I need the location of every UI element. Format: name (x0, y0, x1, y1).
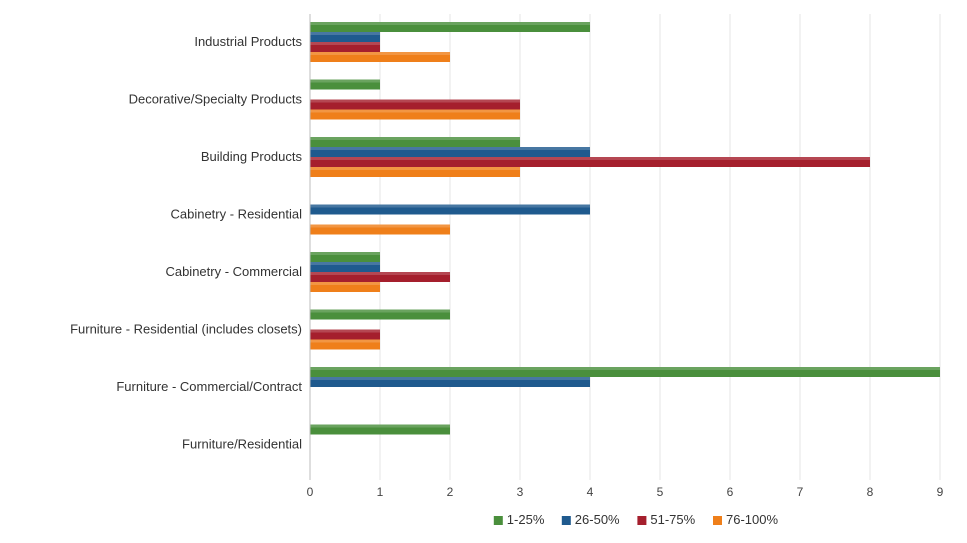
category-label: Furniture/Residential (182, 437, 302, 452)
bar (310, 22, 590, 32)
bar-highlight (310, 109, 520, 113)
category-label: Furniture - Residential (includes closet… (70, 322, 302, 337)
bar (310, 137, 520, 147)
bars (310, 22, 940, 435)
bar-highlight (310, 252, 380, 255)
bar-highlight (310, 79, 380, 83)
bar (310, 252, 380, 262)
bar (310, 42, 380, 52)
bar-highlight (310, 424, 450, 428)
bar (310, 377, 590, 387)
bar (310, 329, 380, 340)
bar (310, 32, 380, 42)
bar (310, 282, 380, 292)
bar-highlight (310, 167, 520, 170)
gridlines (379, 14, 941, 480)
bar-highlight (310, 147, 590, 150)
category-label: Industrial Products (194, 34, 302, 49)
legend-swatch (713, 516, 722, 525)
legend-swatch (637, 516, 647, 525)
x-tick-label: 2 (447, 485, 454, 499)
category-label: Building Products (201, 149, 303, 164)
x-tick-labels: 0 1 2 3 4 5 6 7 8 9 (307, 485, 944, 499)
bar (310, 167, 520, 177)
x-tick-label: 8 (867, 485, 874, 499)
bar-highlight (310, 137, 520, 140)
bar (310, 272, 450, 282)
bar (310, 224, 450, 235)
legend-label: 1-25% (507, 512, 545, 527)
legend-swatch (561, 516, 571, 525)
legend-label: 51-75% (650, 512, 695, 527)
bar (310, 147, 590, 157)
legend-label: 26-50% (575, 512, 620, 527)
legend: 1-25% 26-50% 51-75% 76-100% (493, 512, 778, 527)
bar-highlight (310, 224, 450, 228)
x-tick-label: 0 (307, 485, 314, 499)
x-tick-label: 4 (587, 485, 594, 499)
bar-highlight (310, 272, 450, 275)
legend-swatch (493, 516, 503, 525)
bar (310, 157, 870, 167)
category-label: Furniture - Commercial/Contract (116, 379, 302, 394)
bar-highlight (310, 377, 590, 380)
x-tick-label: 6 (727, 485, 734, 499)
bar-highlight (310, 157, 870, 160)
bar-highlight (310, 99, 520, 103)
bar (310, 99, 520, 110)
x-tick-label: 7 (797, 485, 804, 499)
category-label: Cabinetry - Residential (170, 207, 302, 222)
category-label: Cabinetry - Commercial (165, 264, 302, 279)
x-tick-label: 1 (377, 485, 384, 499)
bar (310, 262, 380, 272)
bar (310, 52, 450, 62)
bar-highlight (310, 32, 380, 35)
x-tick-label: 3 (517, 485, 524, 499)
bar-highlight (310, 282, 380, 285)
bar (310, 79, 380, 90)
bar-highlight (310, 42, 380, 45)
bar (310, 339, 380, 350)
category-labels: Industrial Products Decorative/Specialty … (70, 34, 302, 452)
bar-highlight (310, 52, 450, 55)
category-label: Decorative/Specialty Products (129, 92, 303, 107)
bar-highlight (310, 309, 450, 313)
bar-highlight (310, 339, 380, 343)
bar (310, 424, 450, 435)
x-tick-label: 9 (937, 485, 944, 499)
bar-highlight (310, 204, 590, 208)
bar (310, 109, 520, 120)
bar (310, 309, 450, 320)
bar-highlight (310, 329, 380, 333)
bar (310, 204, 590, 215)
x-tick-label: 5 (657, 485, 664, 499)
bar-highlight (310, 367, 940, 370)
legend-label: 76-100% (726, 512, 778, 527)
bar-highlight (310, 262, 380, 265)
bar-highlight (310, 22, 590, 25)
bar (310, 367, 940, 377)
